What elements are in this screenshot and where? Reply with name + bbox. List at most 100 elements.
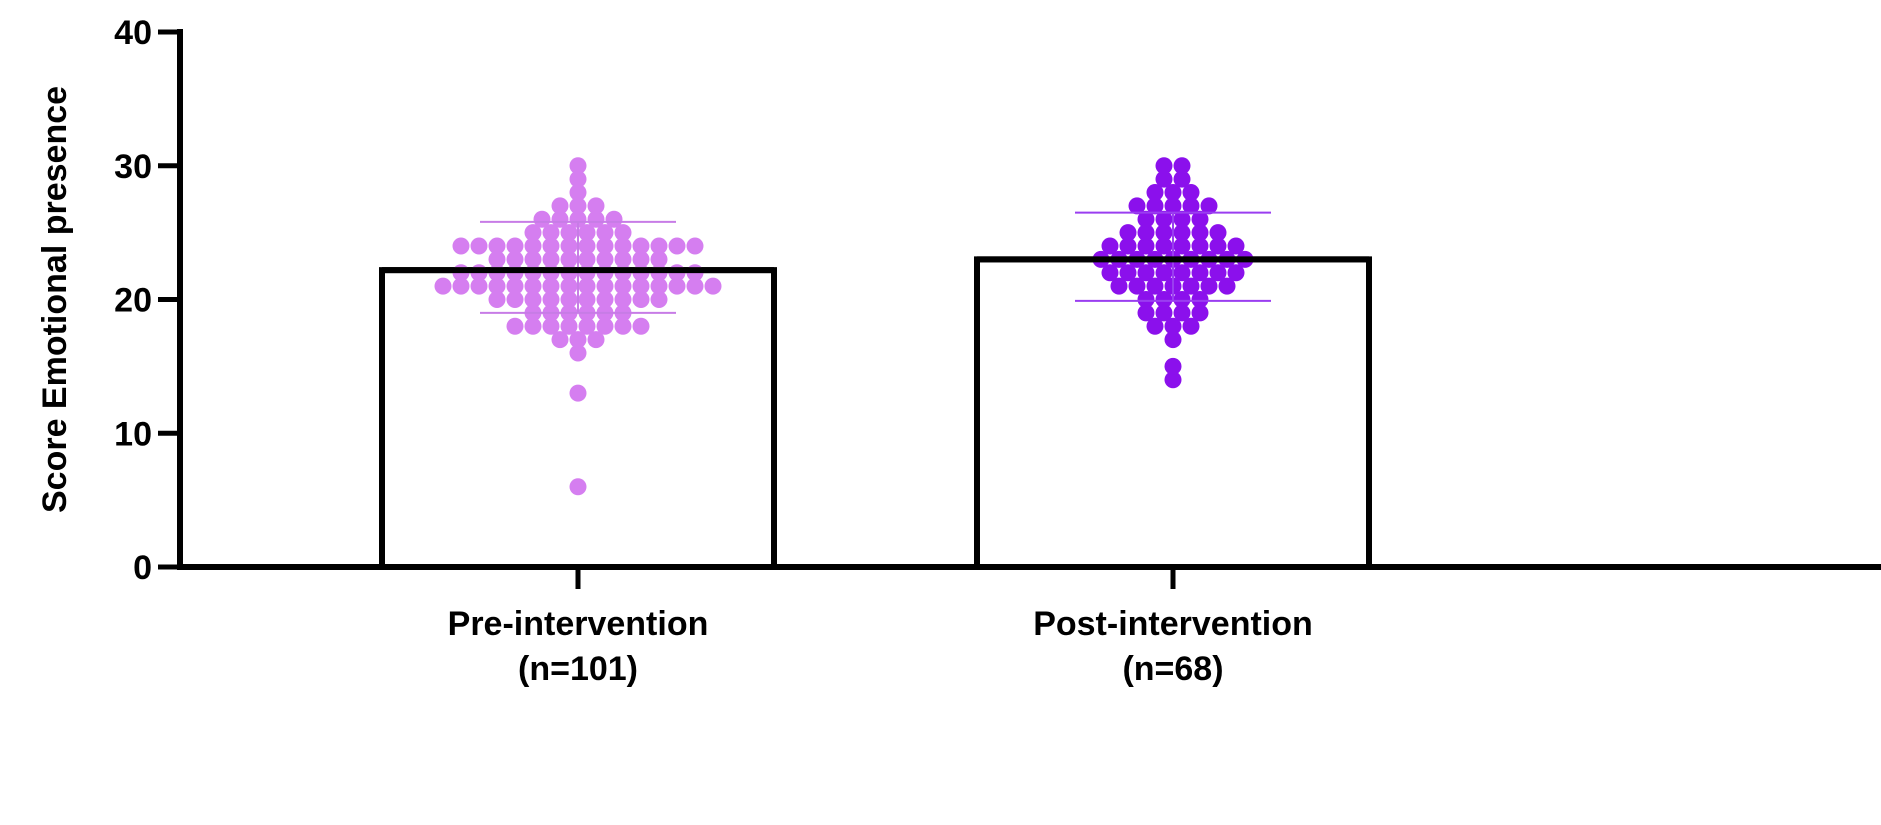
data-point — [614, 224, 632, 242]
data-point — [1182, 197, 1200, 215]
x-tick-label-sample-size: (n=68) — [1122, 650, 1223, 688]
y-tick-label: 10 — [114, 415, 152, 453]
data-point — [452, 237, 470, 255]
data-point — [587, 210, 605, 228]
data-point — [1173, 224, 1191, 242]
data-point — [542, 250, 560, 268]
data-point — [1128, 197, 1146, 215]
data-point — [1200, 197, 1218, 215]
data-point — [560, 237, 578, 255]
data-point — [668, 277, 686, 295]
data-point — [632, 237, 650, 255]
y-tick-label: 40 — [114, 14, 152, 52]
data-point — [542, 224, 560, 242]
data-point — [1227, 264, 1245, 282]
data-point — [1119, 224, 1137, 242]
data-point — [542, 237, 560, 255]
data-point — [1173, 264, 1191, 282]
data-point — [506, 250, 524, 268]
data-point — [1209, 264, 1227, 282]
data-point — [596, 250, 614, 268]
data-point — [452, 277, 470, 295]
data-point — [506, 237, 524, 255]
data-point — [1119, 237, 1137, 255]
data-point — [1146, 317, 1164, 335]
data-point — [587, 331, 605, 349]
data-point — [488, 237, 506, 255]
data-point — [1209, 224, 1227, 242]
data-point — [1182, 277, 1200, 295]
data-point — [524, 291, 542, 308]
data-point — [1137, 224, 1155, 242]
data-point — [632, 277, 650, 295]
data-point — [1200, 277, 1218, 295]
data-point — [1209, 237, 1227, 255]
data-point — [578, 277, 596, 295]
data-point — [524, 317, 542, 335]
data-point — [614, 317, 632, 335]
data-point — [524, 224, 542, 242]
data-point — [1101, 264, 1119, 282]
means-layer — [382, 256, 1369, 274]
data-point — [1155, 237, 1173, 255]
data-point — [1164, 317, 1182, 335]
data-point — [434, 277, 452, 295]
data-point — [560, 277, 578, 295]
data-point — [533, 210, 551, 228]
data-point — [488, 277, 506, 295]
y-tick-label: 20 — [114, 282, 152, 320]
data-point — [686, 237, 704, 255]
data-point — [488, 250, 506, 268]
data-point — [614, 237, 632, 255]
data-point — [470, 237, 488, 255]
data-point — [578, 237, 596, 255]
data-point — [1173, 210, 1191, 228]
ticks-layer: Pre-intervention (n=101) Post-intervention… — [114, 14, 1313, 688]
bar — [379, 267, 777, 567]
data-point — [1164, 331, 1182, 349]
data-point — [1146, 197, 1164, 215]
data-point — [1173, 157, 1191, 175]
data-point — [551, 197, 569, 215]
data-point — [650, 250, 668, 268]
data-point — [1164, 357, 1182, 375]
data-point — [1218, 277, 1236, 295]
data-point — [1164, 184, 1182, 201]
data-point — [569, 197, 587, 215]
data-point — [488, 291, 506, 308]
data-point — [1137, 291, 1155, 308]
data-point — [1191, 264, 1209, 282]
data-point — [1155, 210, 1173, 228]
data-point — [1119, 264, 1137, 282]
data-point — [605, 210, 623, 228]
data-point — [1164, 197, 1182, 215]
points-layer — [434, 157, 1254, 496]
data-point — [1191, 304, 1209, 322]
data-point — [1173, 237, 1191, 255]
y-tick-label: 0 — [133, 549, 152, 587]
data-point — [560, 317, 578, 335]
data-point — [569, 344, 587, 362]
data-point — [1101, 237, 1119, 255]
data-point — [1155, 157, 1173, 175]
data-point — [542, 317, 560, 335]
data-point — [569, 210, 587, 228]
data-point — [1128, 277, 1146, 295]
data-point — [551, 210, 569, 228]
data-point — [551, 331, 569, 349]
data-point — [1137, 304, 1155, 322]
data-point — [569, 170, 587, 188]
data-point — [704, 277, 722, 295]
data-point — [1155, 264, 1173, 282]
data-point — [1110, 277, 1128, 295]
data-point — [569, 184, 587, 201]
data-point — [596, 317, 614, 335]
data-point — [1182, 184, 1200, 201]
data-point — [1155, 170, 1173, 188]
data-point — [542, 277, 560, 295]
data-point — [1227, 237, 1245, 255]
data-point — [1191, 210, 1209, 228]
data-point — [1155, 224, 1173, 242]
x-tick-label: Post-intervention — [1033, 605, 1313, 643]
